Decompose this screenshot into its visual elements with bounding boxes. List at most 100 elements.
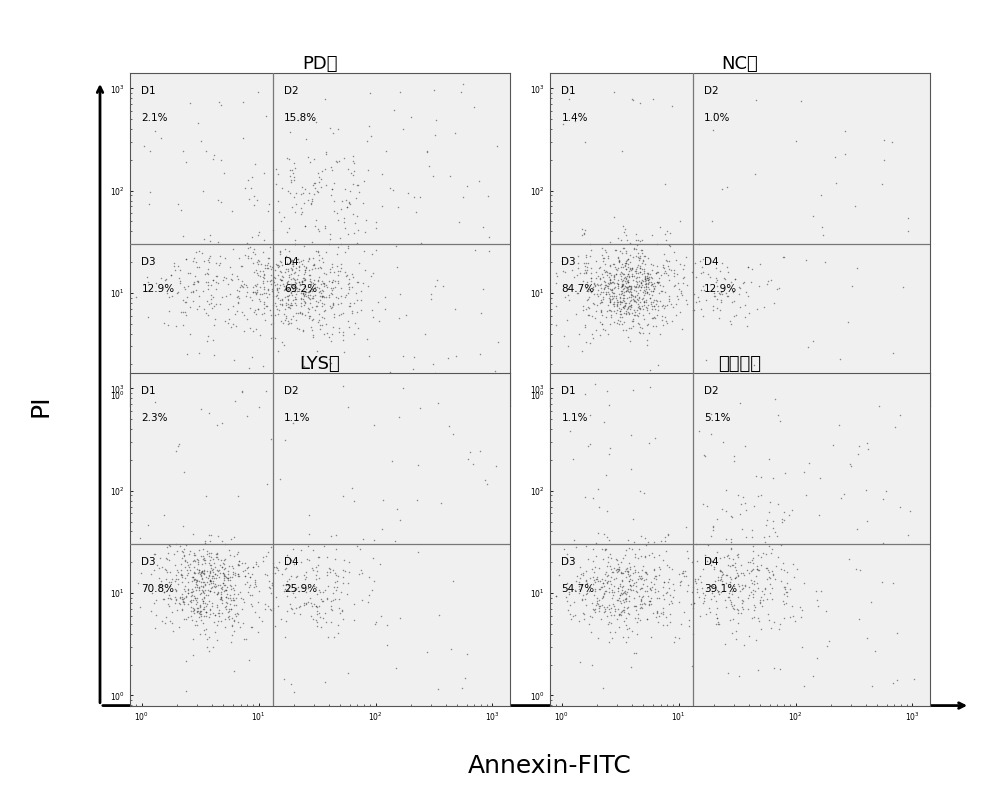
Point [215,576,231,589]
Point [330,268,346,281]
Point [589,591,605,604]
Point [250,559,266,572]
Text: 15.8%: 15.8% [284,113,317,123]
Point [283,285,299,298]
Point [281,221,297,234]
Point [218,290,234,303]
Point [730,569,746,581]
Point [190,553,206,566]
Point [618,247,634,260]
Point [628,296,644,309]
Point [184,588,200,601]
Point [610,279,626,292]
Point [616,294,632,307]
Point [732,282,748,295]
Point [148,608,164,621]
Point [779,586,795,599]
Point [632,320,648,333]
Point [296,298,312,311]
Point [612,291,628,304]
Point [264,285,280,298]
Point [608,571,624,584]
Point [764,592,780,605]
Point [776,513,792,526]
Point [658,254,674,267]
Point [712,565,728,578]
Title: 多美訆组: 多美訆组 [718,355,762,373]
Point [279,152,295,165]
Point [272,272,288,285]
Point [559,577,575,590]
Point [269,302,285,315]
Point [189,602,205,615]
Point [724,295,740,308]
Point [308,569,324,581]
Point [636,281,652,294]
Point [324,276,340,289]
Point [223,603,239,616]
Point [184,582,200,595]
Point [457,672,473,684]
Point [583,271,599,284]
Point [672,257,688,270]
Point [440,352,456,365]
Point [206,579,222,592]
Point [223,594,239,607]
Point [255,277,271,290]
Point [568,307,584,320]
Text: D1: D1 [141,86,156,97]
Point [194,566,210,579]
Point [836,487,852,500]
Point [655,580,671,593]
Point [698,294,714,307]
Point [366,575,382,588]
Point [841,552,857,565]
Point [292,608,308,621]
Point [711,287,727,300]
Point [707,581,723,594]
Point [457,382,473,395]
Point [302,296,318,309]
Point [650,299,666,312]
Point [630,551,646,564]
Point [229,304,245,317]
Point [878,484,894,497]
Point [345,155,361,168]
Point [697,450,713,463]
Point [191,543,207,556]
Point [631,290,647,303]
Point [752,594,768,607]
Point [280,579,296,592]
Point [319,281,335,294]
Point [267,332,283,345]
Point [636,250,652,263]
Point [636,266,652,279]
Point [231,554,247,567]
Point [240,252,256,265]
Point [250,257,266,270]
Point [180,567,196,580]
Point [614,280,630,293]
Point [628,271,644,284]
Point [604,586,620,599]
Point [349,236,365,249]
Point [619,564,635,577]
Point [317,303,333,316]
Point [281,317,297,330]
Point [209,270,225,283]
Point [651,286,667,299]
Point [752,257,768,270]
Point [611,620,627,633]
Point [247,247,263,260]
Point [286,607,302,620]
Point [641,283,657,296]
Point [366,533,382,546]
Point [621,286,637,299]
Point [204,569,220,582]
Point [593,304,609,317]
Point [294,275,310,288]
Point [744,564,760,577]
Point [604,282,620,295]
Point [307,262,323,275]
Point [239,561,255,574]
